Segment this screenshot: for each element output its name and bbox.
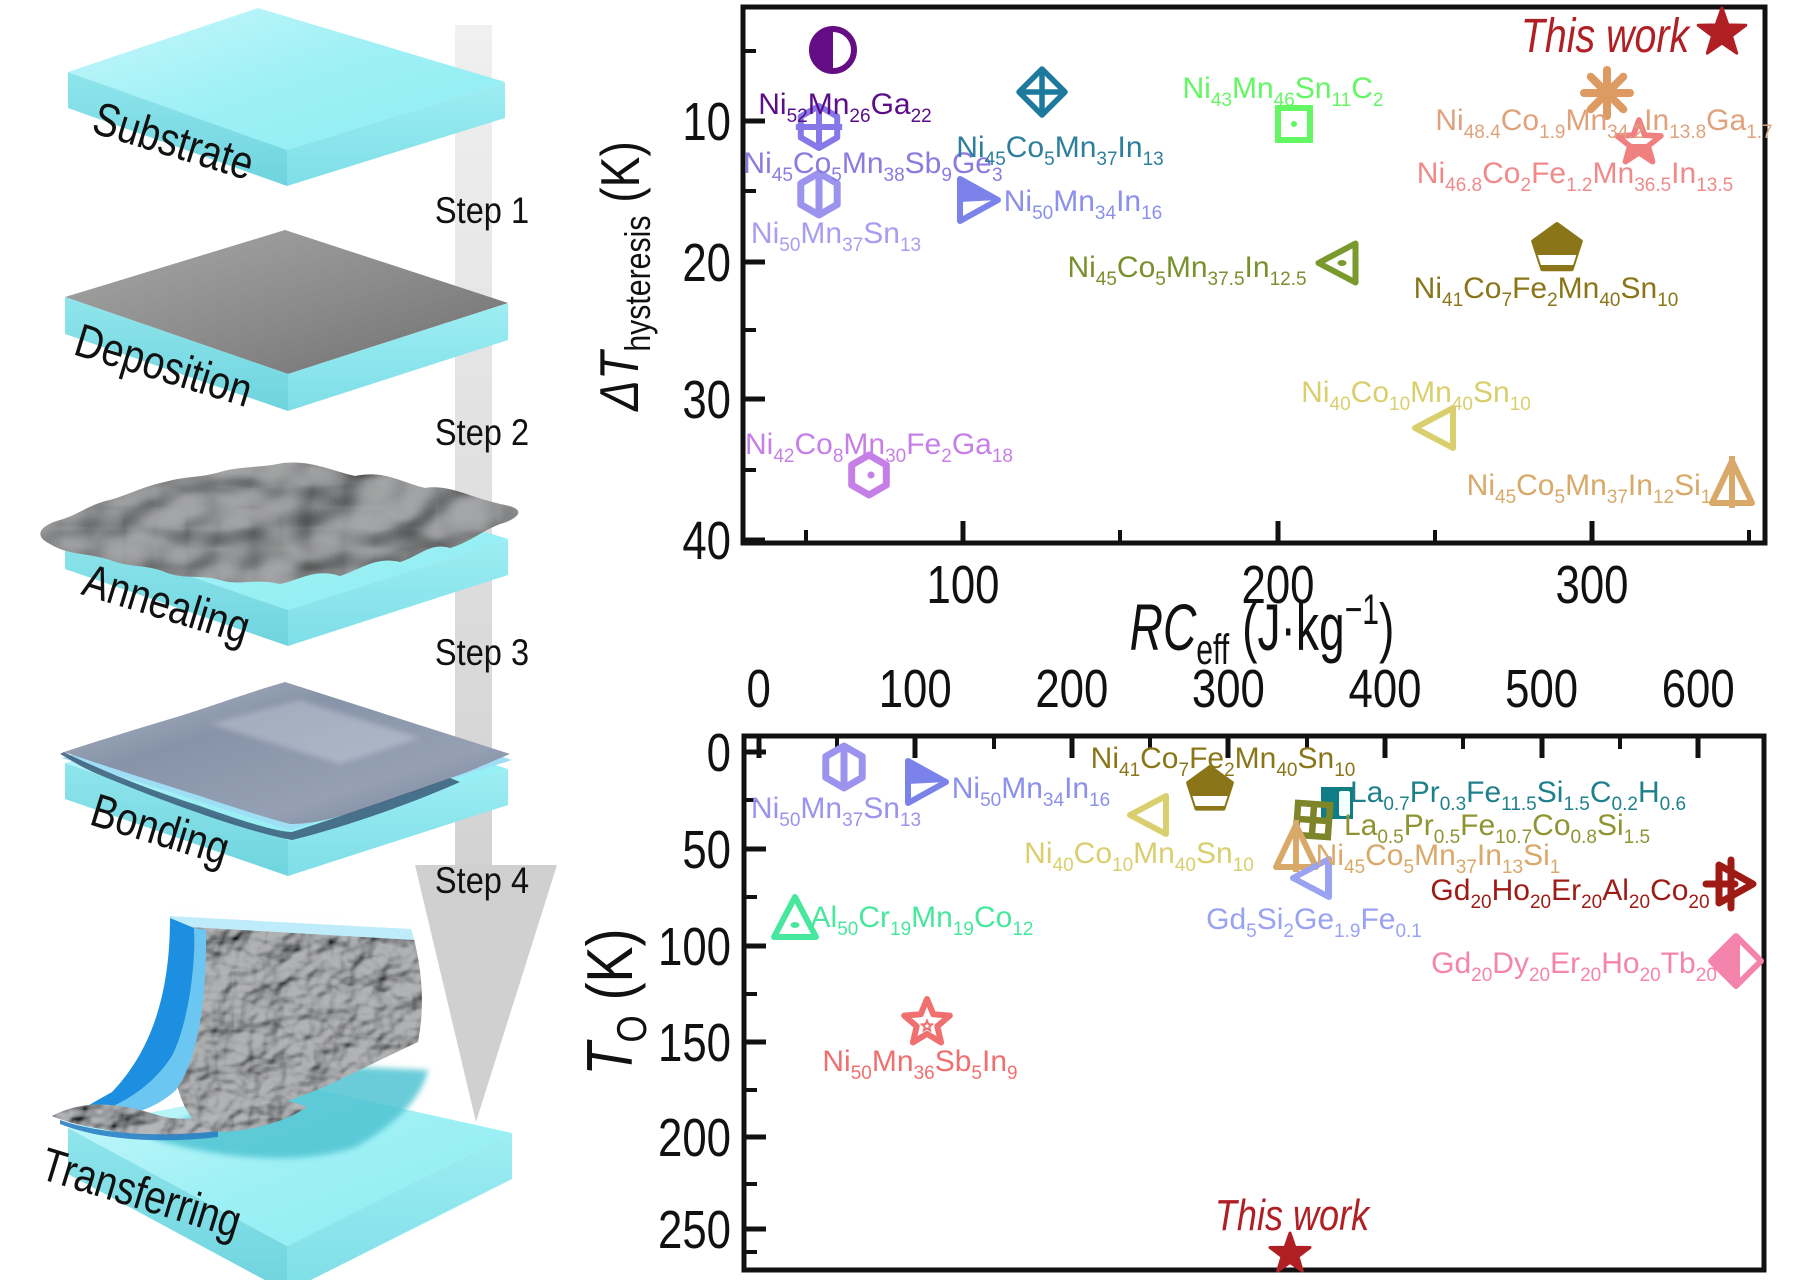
- svg-text:600: 600: [1662, 660, 1735, 719]
- svg-text:RCeff (J·kg−1): RCeff (J·kg−1): [1130, 585, 1395, 674]
- svg-text:200: 200: [1035, 660, 1108, 719]
- svg-text:Ni52​Mn26​Ga22​: Ni52​Mn26​Ga22​: [758, 88, 931, 127]
- svg-text:40: 40: [682, 512, 731, 571]
- svg-text:50: 50: [682, 821, 731, 880]
- svg-text:TO (K): TO (K): [573, 929, 656, 1076]
- svg-text:Ni48.4​Co1.9​Mn34.2​In13.8​Ga1: Ni48.4​Co1.9​Mn34.2​In13.8​Ga1.7​: [1435, 104, 1772, 143]
- svg-text:ΔThysteresis (K): ΔThysteresis (K): [588, 141, 658, 412]
- svg-text:500: 500: [1505, 660, 1578, 719]
- svg-text:Ni45​Co5​Mn37​In13​: Ni45​Co5​Mn37​In13​: [956, 131, 1163, 170]
- svg-text:0: 0: [746, 660, 770, 719]
- svg-text:10: 10: [682, 93, 731, 152]
- svg-text:La0.7​Pr0.3​Fe11.5​Si1.5​C0.2​: La0.7​Pr0.3​Fe11.5​Si1.5​C0.2​H0.6​: [1350, 776, 1686, 815]
- svg-text:Ni45​Co5​Mn37​In12​Si1​: Ni45​Co5​Mn37​In12​Si1​: [1467, 469, 1712, 508]
- svg-text:150: 150: [658, 1014, 731, 1073]
- svg-text:Ni50​Mn37​Sn13​: Ni50​Mn37​Sn13​: [751, 792, 921, 831]
- svg-text:100: 100: [879, 660, 952, 719]
- svg-text:Ni40​Co10​Mn40​Sn10​: Ni40​Co10​Mn40​Sn10​: [1024, 837, 1254, 876]
- svg-text:100: 100: [658, 918, 731, 977]
- svg-text:Ni50​Mn37​Sn13​: Ni50​Mn37​Sn13​: [751, 217, 921, 256]
- svg-text:20: 20: [682, 234, 731, 293]
- svg-text:Ni45​Co5​Mn37.5​In12.5​: Ni45​Co5​Mn37.5​In12.5​: [1067, 251, 1306, 290]
- svg-text:Step 3: Step 3: [435, 632, 529, 673]
- svg-text:200: 200: [1242, 556, 1315, 615]
- svg-text:30: 30: [682, 371, 731, 430]
- svg-text:Ni45​Co5​Mn37​In13​Si1​: Ni45​Co5​Mn37​In13​Si1​: [1316, 839, 1561, 878]
- svg-text:Ni46.8​Co2​Fe1.2​Mn36.5​In13.5: Ni46.8​Co2​Fe1.2​Mn36.5​In13.5​: [1417, 157, 1733, 196]
- svg-text:Al50​Cr19​Mn19​Co12​: Al50​Cr19​Mn19​Co12​: [811, 901, 1034, 940]
- svg-text:Ni45​Co5​Mn38​Sb9​Ge3​: Ni45​Co5​Mn38​Sb9​Ge3​: [743, 147, 1002, 186]
- svg-text:Ni40​Co10​Mn40​Sn10​: Ni40​Co10​Mn40​Sn10​: [1301, 376, 1531, 415]
- svg-text:Ni50​Mn34​In16​: Ni50​Mn34​In16​: [1004, 185, 1162, 224]
- svg-text:Step 4: Step 4: [435, 860, 529, 901]
- svg-text:This work: This work: [1215, 1191, 1371, 1240]
- svg-text:Ni42​Co8​Mn30​Fe2​Ga18​: Ni42​Co8​Mn30​Fe2​Ga18​: [745, 428, 1013, 467]
- svg-text:250: 250: [658, 1201, 731, 1260]
- svg-text:Gd20​Ho20​Er20​Al20​Co20​: Gd20​Ho20​Er20​Al20​Co20​: [1430, 874, 1709, 913]
- svg-text:Gd20​Dy20​Er20​Ho20​Tb20​: Gd20​Dy20​Er20​Ho20​Tb20​: [1431, 947, 1717, 986]
- svg-text:Ni50​Mn36​Sb5​In9​: Ni50​Mn36​Sb5​In9​: [822, 1045, 1017, 1084]
- svg-text:0: 0: [707, 724, 731, 783]
- svg-text:This work: This work: [1521, 9, 1691, 63]
- svg-text:400: 400: [1349, 660, 1422, 719]
- svg-text:100: 100: [927, 556, 1000, 615]
- svg-text:300: 300: [1192, 660, 1265, 719]
- svg-text:Ni41​Co7​Fe2​Mn40​Sn10​: Ni41​Co7​Fe2​Mn40​Sn10​: [1091, 742, 1356, 781]
- svg-text:300: 300: [1556, 556, 1629, 615]
- svg-text:La0.5​Pr0.5​Fe10.7​Co0.8​Si1.5: La0.5​Pr0.5​Fe10.7​Co0.8​Si1.5​: [1344, 809, 1650, 848]
- svg-text:Ni43​Mn46​Sn11​C2​: Ni43​Mn46​Sn11​C2​: [1183, 72, 1384, 111]
- svg-text:Ni41​Co7​Fe2​Mn40​Sn10​: Ni41​Co7​Fe2​Mn40​Sn10​: [1414, 272, 1679, 311]
- svg-text:Gd5​Si2​Ge1.9​Fe0.1​: Gd5​Si2​Ge1.9​Fe0.1​: [1206, 903, 1422, 942]
- svg-text:200: 200: [658, 1109, 731, 1168]
- svg-text:Step 2: Step 2: [435, 412, 529, 453]
- svg-text:Ni50​Mn34​In16​: Ni50​Mn34​In16​: [952, 772, 1110, 811]
- svg-text:Step 1: Step 1: [435, 190, 529, 231]
